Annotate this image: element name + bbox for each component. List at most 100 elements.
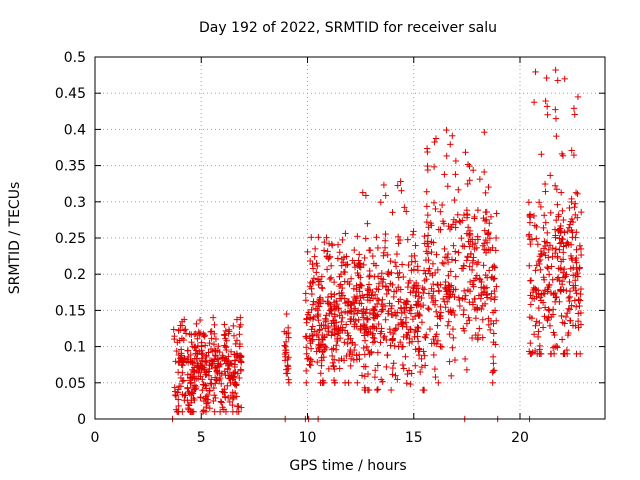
data-point [380, 252, 387, 259]
data-point [394, 270, 401, 277]
data-point [188, 358, 196, 366]
data-point [311, 245, 319, 253]
data-point [361, 337, 369, 344]
data-point [318, 362, 325, 369]
data-point [284, 362, 291, 369]
data-point [433, 251, 440, 258]
data-point [405, 367, 413, 374]
data-point [397, 339, 404, 346]
data-point [320, 247, 328, 254]
data-point [200, 407, 208, 414]
data-point [458, 265, 466, 272]
data-point [559, 319, 566, 326]
data-point [387, 342, 394, 349]
data-point [421, 277, 428, 285]
data-point [397, 178, 404, 185]
data-point [188, 331, 195, 338]
data-point [429, 271, 436, 279]
data-point [455, 249, 462, 256]
data-point [403, 301, 410, 308]
data-point [492, 247, 499, 254]
data-point [389, 364, 397, 372]
data-point [441, 171, 448, 178]
data-point [566, 306, 574, 313]
data-point [425, 290, 433, 297]
data-point [476, 325, 483, 332]
data-point [212, 364, 220, 371]
data-point [416, 368, 424, 376]
data-point [571, 111, 578, 118]
data-point [549, 311, 557, 318]
data-point [490, 320, 497, 327]
data-point [391, 342, 398, 350]
data-point [400, 365, 407, 372]
data-point [553, 293, 560, 301]
data-point [390, 360, 397, 367]
data-point [452, 171, 459, 178]
data-point [452, 157, 460, 165]
data-point [415, 345, 423, 352]
data-point [383, 290, 390, 298]
data-point [385, 271, 393, 278]
data-point [365, 329, 372, 336]
data-point [557, 287, 564, 294]
data-point [356, 288, 363, 295]
data-point [536, 260, 543, 268]
x-tick-label: 15 [405, 430, 423, 446]
data-point [429, 260, 437, 268]
data-point [561, 265, 568, 273]
data-point [569, 218, 577, 226]
data-point [303, 316, 310, 323]
data-point [222, 408, 230, 415]
data-point [449, 307, 457, 315]
data-point [338, 309, 345, 317]
data-point [233, 316, 241, 323]
data-point [423, 188, 430, 195]
data-point [557, 228, 565, 235]
data-point [302, 290, 309, 297]
data-point [377, 376, 385, 383]
data-point [358, 308, 366, 315]
data-point [428, 248, 435, 256]
data-point [479, 316, 487, 323]
data-point [456, 217, 463, 225]
data-point [450, 334, 457, 342]
data-point [403, 323, 410, 331]
data-point [360, 344, 367, 352]
data-point [311, 328, 318, 335]
data-point [545, 307, 553, 314]
data-point [182, 391, 189, 399]
data-point [576, 350, 584, 358]
data-point [323, 266, 331, 273]
x-tick-label: 20 [511, 430, 529, 446]
data-point [559, 207, 566, 215]
data-point [577, 245, 585, 253]
data-point [369, 288, 376, 296]
data-point [480, 262, 487, 269]
data-point [558, 239, 565, 246]
data-point [344, 340, 351, 348]
data-point [205, 349, 212, 356]
data-point [184, 347, 192, 354]
data-point [540, 212, 548, 219]
data-point [219, 404, 226, 411]
data-point [341, 339, 348, 346]
data-point [441, 253, 449, 261]
data-point [410, 283, 417, 291]
data-point [425, 256, 432, 264]
data-point [374, 362, 381, 369]
data-point [229, 408, 237, 415]
data-point [560, 243, 567, 250]
data-point [489, 379, 496, 386]
data-point [328, 240, 336, 248]
data-point [564, 227, 571, 235]
data-point [551, 298, 559, 306]
data-point [474, 331, 482, 339]
data-point [571, 203, 578, 211]
data-point [473, 244, 480, 252]
data-point [565, 241, 572, 248]
data-point [408, 338, 416, 345]
data-point [196, 330, 204, 337]
data-point [372, 262, 380, 269]
data-point [538, 291, 545, 298]
